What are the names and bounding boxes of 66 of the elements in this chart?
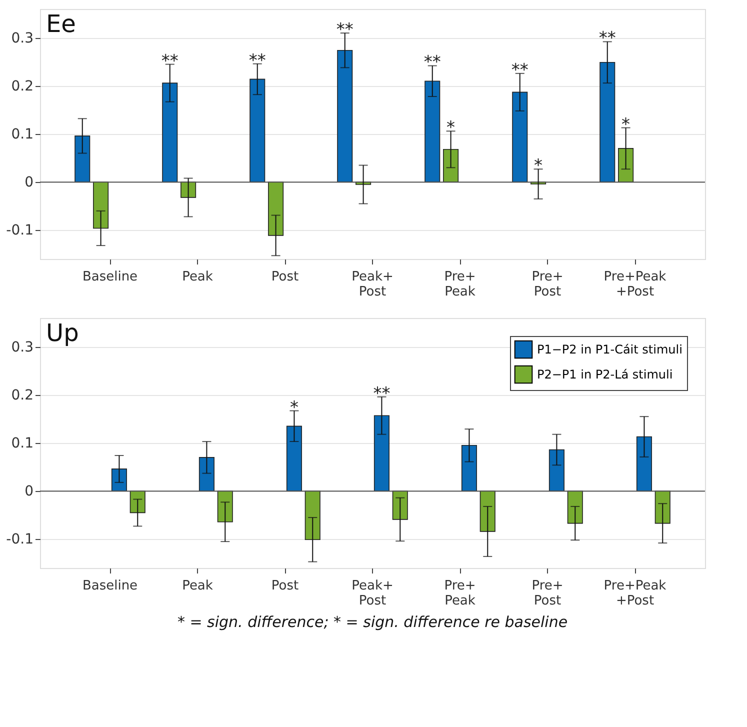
y-tick-label: -0.1	[6, 532, 34, 548]
chart-title: Up	[46, 319, 79, 347]
bar	[250, 78, 266, 182]
x-tick-label: Baseline	[82, 270, 138, 284]
y-tick-label: 0.1	[11, 126, 34, 142]
bar	[392, 490, 408, 520]
bar	[654, 490, 670, 524]
x-tick-label: Peak+ Post	[352, 578, 394, 608]
x-tick-label: Pre+ Post	[532, 270, 564, 300]
bar	[93, 182, 109, 229]
data-label: **	[248, 50, 266, 71]
bar	[636, 436, 652, 492]
bar	[130, 490, 146, 514]
bar	[443, 148, 459, 182]
y-tick-label: 0.1	[11, 436, 34, 452]
data-label: **	[373, 384, 390, 404]
y-tick-label: 0.2	[11, 387, 34, 404]
legend-label: P1−P2 in P1-Cáit stimuli	[537, 342, 682, 356]
data-label: *	[446, 118, 456, 138]
x-tick-label: Post	[271, 270, 299, 284]
y-tick-label: -0.1	[6, 222, 34, 239]
data-label: **	[511, 60, 528, 80]
data-label: **	[598, 28, 616, 49]
text: * = sign. difference; * = sign. difference re baseline	[177, 613, 568, 631]
chart-title: Ee	[46, 10, 76, 38]
data-label: *	[534, 156, 543, 176]
y-tick-label: 0	[24, 484, 34, 500]
bar	[74, 136, 90, 182]
data-label: **	[336, 20, 354, 40]
legend-label: P2−P1 in P2-Lá stimuli	[537, 368, 673, 382]
y-tick-label: 0	[24, 174, 34, 191]
x-tick-label: Pre+Peak +Post	[604, 578, 667, 608]
x-tick-label: Pre+ Peak	[444, 270, 476, 300]
y-tick-label: 0.2	[11, 78, 34, 94]
x-tick-label: Post	[271, 578, 299, 594]
bar	[461, 445, 477, 492]
bar	[480, 490, 496, 532]
bar	[337, 50, 353, 182]
bar	[162, 82, 178, 182]
bar	[548, 449, 564, 492]
x-tick-label: Baseline	[82, 578, 138, 594]
x-tick-label: Pre+Peak +Post	[604, 270, 667, 300]
bar	[600, 62, 616, 182]
bar	[512, 92, 528, 182]
bar	[304, 490, 320, 540]
bar	[286, 426, 302, 492]
bar	[217, 490, 233, 522]
bar	[618, 148, 634, 182]
data-label: *	[290, 398, 298, 418]
bar	[180, 182, 196, 198]
data-label: **	[161, 51, 178, 72]
bar	[198, 457, 214, 492]
bar	[111, 468, 127, 492]
bar	[567, 490, 583, 524]
x-tick-label: Pre+ Peak	[444, 578, 476, 608]
bar	[268, 182, 284, 236]
data-label: *	[622, 114, 630, 135]
x-tick-label: Pre+ Post	[532, 578, 564, 608]
x-tick-label: Peak	[182, 270, 214, 284]
x-tick-label: Peak	[182, 578, 214, 594]
bar	[374, 415, 390, 492]
data-label: **	[424, 52, 441, 73]
y-tick-label: 0.3	[11, 30, 34, 46]
bar	[424, 80, 440, 182]
y-tick-label: 0.3	[11, 339, 34, 356]
x-tick-label: Peak+ Post	[352, 270, 394, 300]
